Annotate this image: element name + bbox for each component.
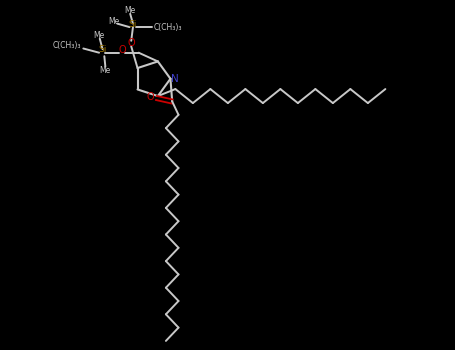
Text: N: N xyxy=(171,74,179,84)
Text: Si: Si xyxy=(129,20,137,29)
Text: O: O xyxy=(147,92,154,102)
Text: Me: Me xyxy=(93,31,105,40)
Text: O: O xyxy=(127,38,135,48)
Text: Me: Me xyxy=(124,6,135,15)
Text: C(CH₃)₃: C(CH₃)₃ xyxy=(52,41,81,50)
Text: Me: Me xyxy=(108,18,119,26)
Text: Si: Si xyxy=(98,46,107,54)
Text: Me: Me xyxy=(100,66,111,75)
Text: C(CH₃)₃: C(CH₃)₃ xyxy=(154,23,182,32)
Text: O: O xyxy=(118,45,126,55)
